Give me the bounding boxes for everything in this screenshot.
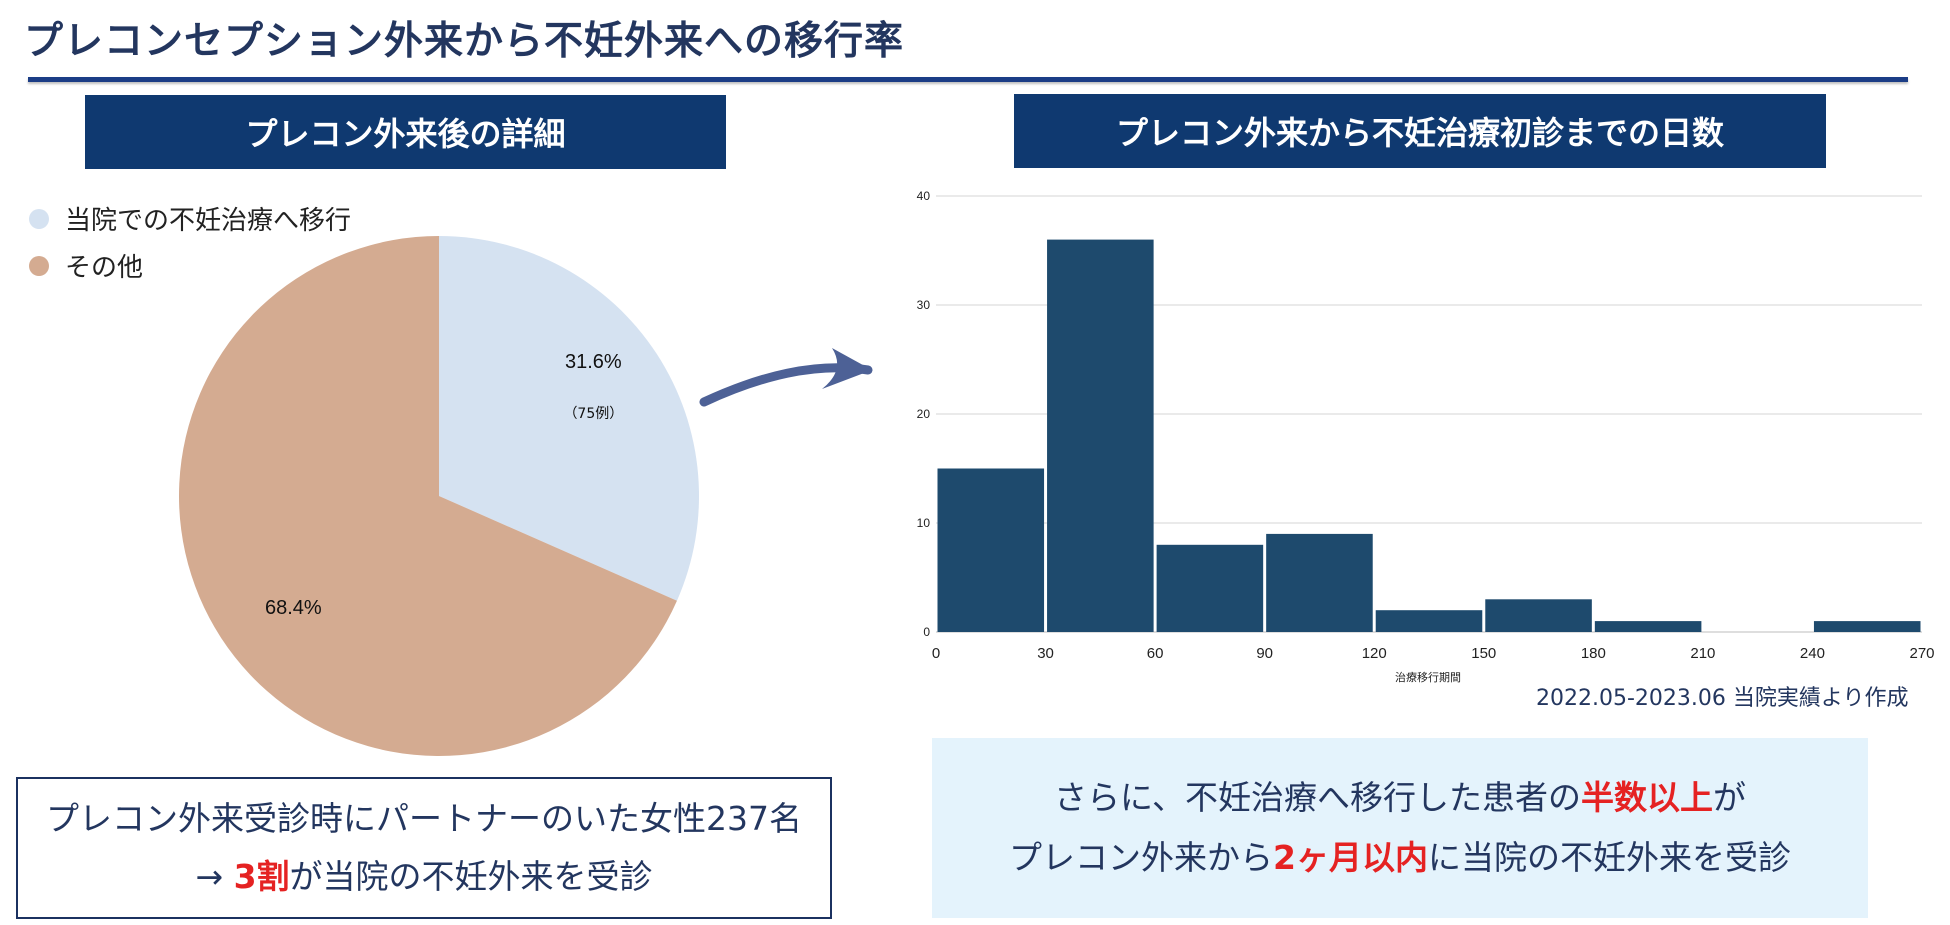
x-tick-label: 90	[1256, 645, 1273, 662]
x-tick-label: 270	[1909, 645, 1934, 662]
histogram-chart: 0 10 20 30 40 0 30 60 90 120 150 180 210 240 270 治療移行期間	[699, 189, 1935, 684]
histogram-section-heading: プレコン外来から不妊治療初診までの日数	[1014, 94, 1826, 168]
y-tick-label: 20	[917, 407, 931, 421]
data-source-note: 2022.05-2023.06 当院実績より作成	[1536, 686, 1909, 711]
histogram-bar	[1813, 621, 1921, 632]
histogram-bar	[1266, 533, 1373, 632]
highlight-majority: 半数以上	[1581, 778, 1713, 817]
x-tick-label: 240	[1800, 645, 1825, 662]
arrow-text: →	[195, 857, 234, 896]
y-tick-label: 0	[923, 625, 930, 639]
highlight-ratio: 3割	[233, 857, 290, 896]
y-tick-label: 30	[917, 298, 931, 312]
x-tick-label: 210	[1690, 645, 1715, 662]
curved-arrow-head	[822, 348, 872, 389]
legend-label-transition: 当院での不妊治療へ移行	[65, 206, 352, 236]
x-tick-label: 60	[1147, 645, 1164, 662]
histogram-bar	[1594, 621, 1702, 632]
histogram-bar	[1047, 239, 1154, 632]
pie-label-transition: 31.6%	[565, 351, 622, 373]
pie-chart: 31.6% （75例） 68.4%	[179, 236, 699, 757]
x-tick-label: 150	[1471, 645, 1496, 662]
pie-summary-line-2: → 3割が当院の不妊外来を受診	[195, 848, 652, 906]
x-tick-label: 0	[932, 645, 940, 662]
legend-swatch-transition	[29, 208, 49, 229]
histogram-bar	[1156, 544, 1264, 632]
summary-prefix: プレコン外来から	[1009, 838, 1274, 877]
legend-swatch-other	[29, 255, 49, 276]
x-tick-label: 180	[1581, 645, 1606, 662]
x-axis-label: 治療移行期間	[1395, 670, 1461, 684]
y-tick-label: 40	[917, 189, 931, 203]
pie-legend-item-other: その他	[29, 247, 143, 284]
histogram-summary-line-2: プレコン外来から2ヶ月以内に当院の不妊外来を受診	[1009, 828, 1791, 888]
histogram-bar	[1485, 599, 1592, 632]
pie-label-other: 68.4%	[265, 597, 322, 619]
summary-suffix: が	[1713, 778, 1746, 817]
pie-legend-item-transition: 当院での不妊治療へ移行	[29, 200, 351, 237]
x-tick-label: 30	[1037, 645, 1054, 662]
page-title: プレコンセプション外来から不妊外来への移行率	[24, 19, 905, 64]
summary-suffix: に当院の不妊外来を受診	[1427, 838, 1791, 877]
pie-slice-other	[179, 236, 677, 757]
summary-suffix: が当院の不妊外来を受診	[289, 857, 653, 896]
pie-slice-transition	[439, 236, 699, 601]
y-tick-label: 10	[917, 516, 931, 530]
title-divider	[28, 77, 1908, 82]
pie-summary-box: プレコン外来受診時にパートナーのいた女性237名 → 3割が当院の不妊外来を受診	[16, 777, 832, 919]
highlight-two-months: 2ヶ月以内	[1273, 838, 1428, 877]
histogram-bar	[1375, 610, 1483, 632]
pie-section-heading: プレコン外来後の詳細	[85, 95, 726, 169]
histogram-summary-line-1: さらに、不妊治療へ移行した患者の半数以上が	[1054, 768, 1746, 828]
histogram-summary-box: さらに、不妊治療へ移行した患者の半数以上が プレコン外来から2ヶ月以内に当院の不…	[932, 738, 1868, 918]
summary-prefix: さらに、不妊治療へ移行した患者の	[1053, 778, 1581, 817]
histogram-bar	[937, 468, 1045, 632]
legend-label-other: その他	[65, 253, 144, 283]
pie-case-count-label: （75例）	[563, 406, 623, 422]
pie-summary-line-1: プレコン外来受診時にパートナーのいた女性237名	[46, 799, 802, 838]
x-tick-label: 120	[1362, 645, 1387, 662]
